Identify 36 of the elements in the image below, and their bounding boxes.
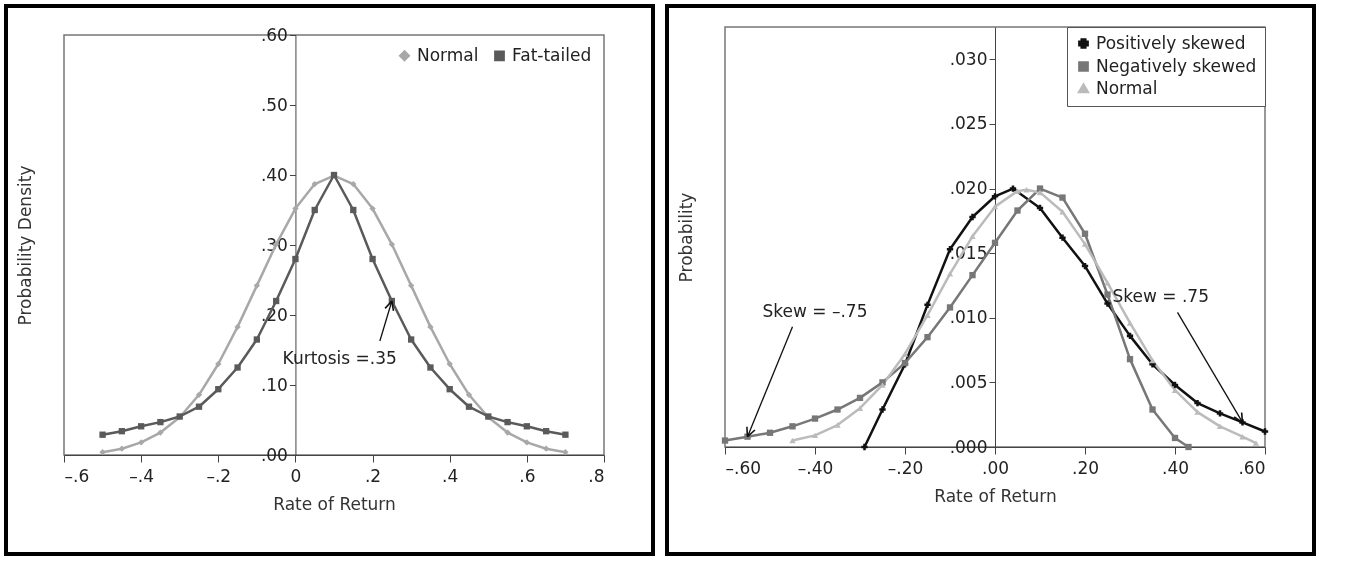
y-tick-label: .40 [260, 164, 288, 185]
x-tick-label: .00 [981, 457, 1010, 478]
legend-label: Normal [1096, 77, 1158, 98]
x-tick-label: –.2 [206, 465, 232, 486]
annotation: Kurtosis =.35 [282, 348, 397, 368]
y-tick-label: .10 [260, 374, 288, 395]
x-tick-label: 0 [290, 465, 302, 486]
x-axis-title: Rate of Return [934, 485, 1057, 506]
y-tick-label: .020 [949, 178, 988, 199]
x-tick-label: –.4 [129, 465, 155, 486]
y-tick-label: .60 [260, 24, 288, 45]
y-axis-title: Probability Density [14, 165, 35, 326]
x-tick-label: –.40 [797, 457, 834, 478]
x-tick-label: .8 [588, 465, 605, 486]
x-tick-label: –.20 [887, 457, 924, 478]
x-tick-label: .4 [442, 465, 459, 486]
legend-label: Positively skewed [1096, 32, 1246, 53]
y-tick-label: .010 [949, 307, 988, 328]
y-tick-label: .005 [949, 371, 988, 392]
x-tick-label: –.60 [725, 457, 762, 478]
x-tick-label: .40 [1161, 457, 1190, 478]
x-tick-label: –.6 [64, 465, 90, 486]
y-tick-label: .030 [949, 48, 988, 69]
x-tick-label: .6 [519, 465, 536, 486]
legend-label: Fat-tailed [512, 44, 592, 65]
y-tick-label: .025 [949, 113, 988, 134]
x-tick-label: .2 [364, 465, 382, 486]
legend-label: Normal [417, 44, 479, 65]
legend-label: Negatively skewed [1096, 55, 1257, 76]
y-axis-title: Probability [675, 192, 696, 283]
x-tick-label: .60 [1238, 457, 1266, 478]
x-axis-title: Rate of Return [273, 493, 396, 514]
annotation: Skew = .75 [1112, 286, 1209, 307]
annotation: Skew = –.75 [762, 300, 868, 321]
x-tick-label: .20 [1071, 457, 1100, 478]
y-tick-label: .50 [260, 94, 288, 115]
